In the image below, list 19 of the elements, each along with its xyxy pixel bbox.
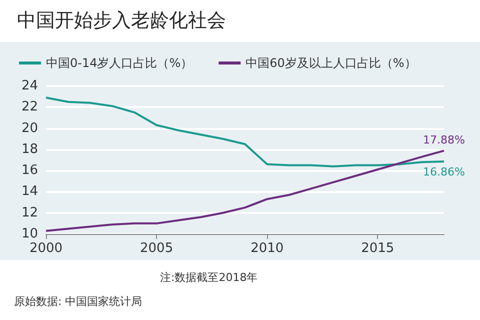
- text: 原始数据: 中国国家统计局: [14, 295, 142, 308]
- y-tick-label: 10: [21, 226, 38, 242]
- chart-title: 中国开始步入老龄化社会: [17, 10, 226, 32]
- y-tick-label: 14: [21, 184, 38, 200]
- y-tick-label: 18: [21, 142, 38, 157]
- text: 注:数据截至2018年: [160, 271, 258, 284]
- legend-label: 中国60岁及以上人口占比（%）: [246, 56, 416, 70]
- y-tick-label: 24: [21, 78, 38, 94]
- x-tick-label: 2005: [140, 241, 174, 256]
- data-label: 16.86%: [423, 165, 465, 178]
- y-tick-label: 22: [21, 100, 38, 115]
- y-tick-label: 12: [21, 205, 38, 220]
- y-tick-label: 20: [21, 120, 38, 136]
- legend-label: 中国0-14岁人口占比（%）: [46, 56, 193, 70]
- x-tick-label: 2000: [29, 241, 63, 256]
- x-tick-label: 2010: [250, 241, 284, 256]
- data-label: 17.88%: [423, 134, 465, 147]
- y-tick-label: 16: [21, 163, 38, 178]
- x-tick-label: 2015: [361, 241, 394, 256]
